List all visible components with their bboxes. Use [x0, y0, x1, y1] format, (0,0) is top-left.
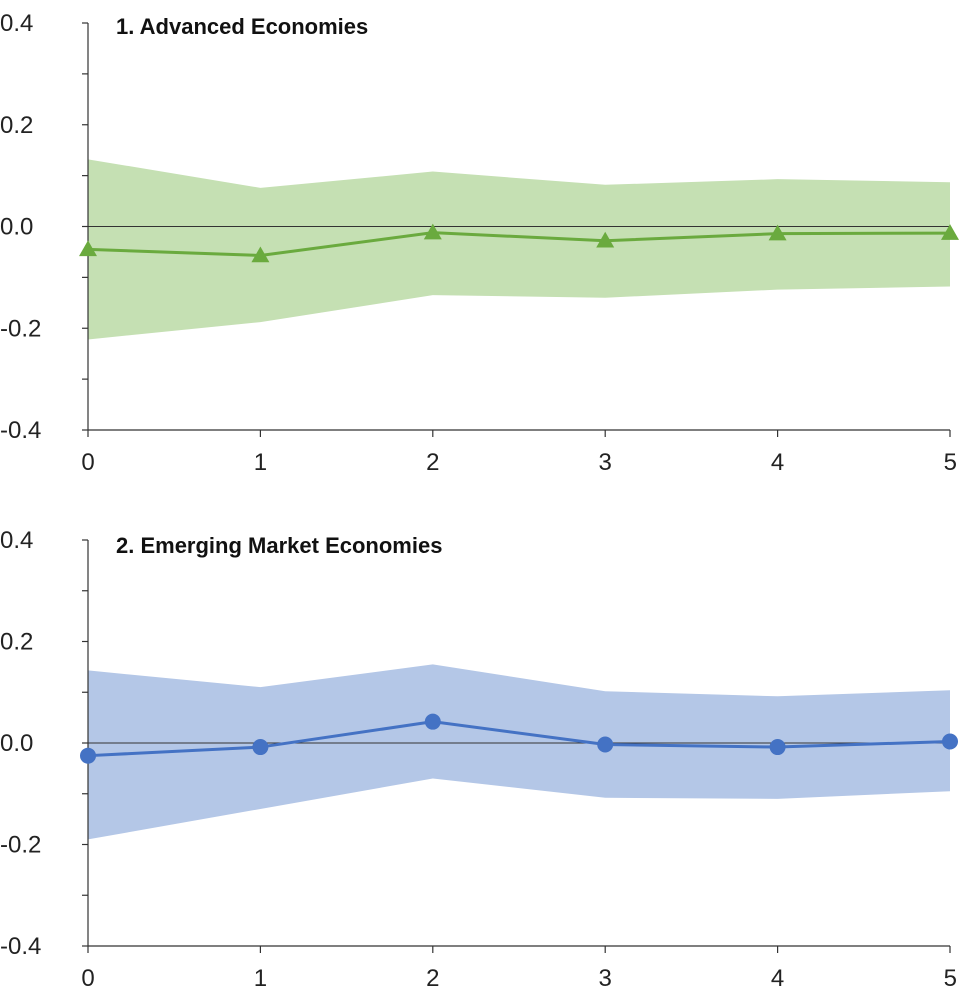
y-tick-label: -0.4: [0, 933, 41, 960]
data-point-triangle: [768, 224, 787, 241]
chart-panel-1: 0.4 0.2 0.0 -0.2 -0.4 0 1 2 3 4 5 1. Advanced Econo…: [0, 10, 959, 476]
data-point-triangle: [79, 240, 97, 257]
data-point-circle: [80, 747, 96, 764]
x-tick-label: 2: [426, 449, 439, 476]
panel-title: 1. Advanced Economies: [116, 14, 368, 39]
x-tick-label: 0: [81, 449, 94, 476]
x-tick-label: 4: [771, 965, 784, 992]
data-point-circle: [597, 736, 614, 753]
data-point-circle: [424, 713, 441, 730]
y-tick-label: 0.2: [0, 112, 33, 139]
y-tick-label: -0.4: [0, 417, 41, 444]
x-tick-label: 3: [599, 449, 612, 476]
y-tick-label: 0.0: [0, 214, 33, 241]
y-tick-label: 0.4: [0, 10, 33, 37]
x-tick-label: 1: [254, 965, 267, 992]
x-tick-label: 4: [771, 449, 784, 476]
panel-title: 2. Emerging Market Economies: [116, 533, 442, 558]
y-tick-label: 0.2: [0, 629, 33, 656]
x-tick-label: 0: [81, 965, 94, 992]
x-tick-label: 1: [254, 449, 267, 476]
data-point-circle: [769, 739, 786, 756]
data-point-triangle: [941, 224, 959, 240]
x-tick-label: 5: [944, 965, 957, 992]
data-point-triangle: [251, 246, 270, 263]
x-tick-label: 3: [599, 965, 612, 992]
data-point-circle: [252, 739, 269, 756]
data-point-triangle: [423, 223, 442, 240]
series-line: [87, 231, 951, 258]
x-tick-label: 2: [426, 965, 439, 992]
confidence-band: [88, 664, 950, 840]
y-tick-label: 0.0: [0, 730, 33, 757]
y-tick-label: -0.2: [0, 832, 41, 859]
data-point-circle: [942, 733, 958, 750]
y-tick-label: 0.4: [0, 527, 33, 554]
x-tick-label: 5: [944, 449, 957, 476]
series-line: [87, 720, 951, 758]
y-tick-label: -0.2: [0, 315, 41, 342]
confidence-band: [88, 159, 950, 340]
data-point-triangle: [596, 231, 615, 248]
chart-panel-2: 0.4 0.2 0.0 -0.2 -0.4 0 1 2 3 4 5 2. Emerging Marke…: [0, 527, 958, 992]
